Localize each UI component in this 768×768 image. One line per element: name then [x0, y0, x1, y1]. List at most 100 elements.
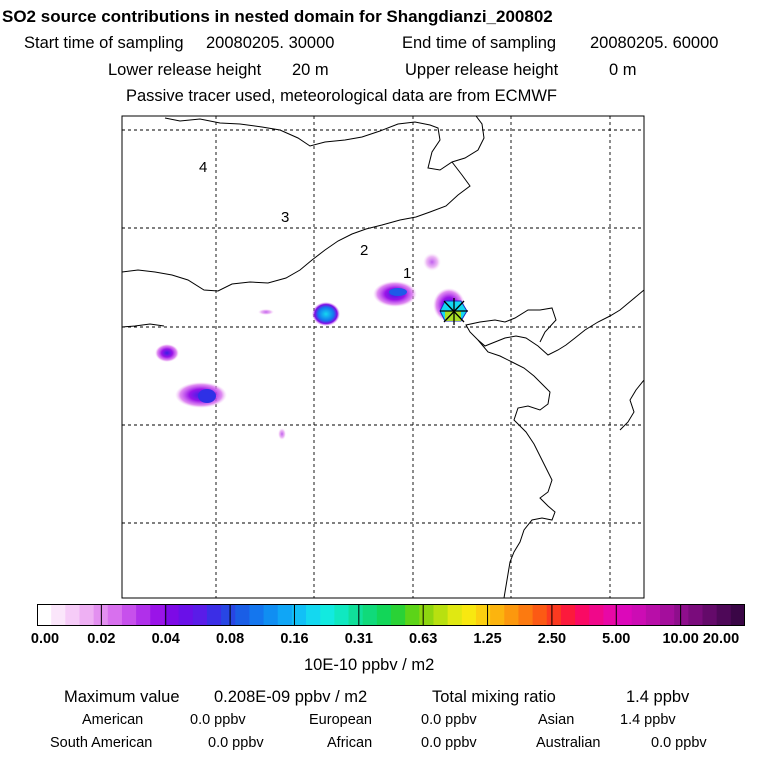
plume-faint — [258, 309, 274, 315]
colorbar-swatch — [603, 604, 619, 626]
upper-height-label: Upper release height — [405, 61, 559, 79]
contrib-region-african: African — [327, 735, 373, 751]
contrib-value-asian: 1.4 ppbv — [620, 712, 676, 728]
colorbar-swatch — [221, 604, 236, 626]
colorbar-swatch — [107, 604, 123, 626]
colorbar-tick-label: 5.00 — [602, 631, 631, 647]
colorbar-unit: 10E-10 ppbv / m2 — [304, 656, 435, 674]
colorbar-swatch — [518, 604, 534, 626]
colorbar-tick-label: 0.31 — [344, 631, 373, 647]
contrib-value-african: 0.0 ppbv — [421, 735, 477, 751]
colorbar-swatch — [391, 604, 406, 626]
region-label-1: 1 — [403, 265, 411, 282]
colorbar-swatch — [192, 604, 208, 626]
colorbar-swatch — [532, 604, 548, 626]
colorbar-swatch — [490, 604, 505, 626]
colorbar-swatch — [51, 604, 66, 626]
region-label-4: 4 — [199, 159, 207, 176]
contrib-region-european: European — [309, 712, 372, 728]
colorbar-swatch — [475, 604, 491, 626]
colorbar-swatch — [631, 604, 647, 626]
tracer-note: Passive tracer used, meteorological data… — [126, 87, 557, 105]
colorbar-swatch — [277, 604, 293, 626]
max-value: 0.208E-09 ppbv / m2 — [214, 688, 368, 706]
colorbar-swatch — [79, 604, 95, 626]
lower-height-label: Lower release height — [108, 61, 262, 79]
receptor-star-icon — [439, 298, 468, 325]
colorbar-tick-label: 0.04 — [151, 631, 180, 647]
total-mixing-value: 1.4 ppbv — [626, 688, 690, 706]
colorbar-swatch — [235, 604, 250, 626]
start-time-value: 20080205. 30000 — [206, 34, 335, 52]
end-time-value: 20080205. 60000 — [590, 34, 719, 52]
colorbar-swatch — [546, 604, 562, 626]
colorbar-swatch — [136, 604, 151, 626]
colorbar-swatch — [560, 604, 576, 626]
colorbar-swatch — [433, 604, 449, 626]
page-title: SO2 source contributions in nested domai… — [2, 7, 553, 26]
colorbar-swatch — [702, 604, 718, 626]
colorbar-swatch — [688, 604, 704, 626]
colorbar-swatch — [674, 604, 689, 626]
contrib-value-american: 0.0 ppbv — [190, 712, 246, 728]
contrib-region-american: American — [82, 712, 144, 728]
region-label-3: 3 — [281, 209, 289, 226]
colorbar-tick-label: 10.00 — [662, 631, 699, 647]
colorbar-tick-label: 0.02 — [87, 631, 116, 647]
contrib-region-australian: Australian — [536, 735, 601, 751]
plume-southwest-core — [198, 389, 216, 403]
colorbar-swatch — [206, 604, 222, 626]
start-time-label: Start time of sampling — [24, 34, 184, 52]
colorbar-swatch — [334, 604, 350, 626]
colorbar-swatch — [263, 604, 279, 626]
colorbar-swatch — [37, 604, 52, 626]
coastline-boundaries — [122, 116, 644, 598]
upper-height-value: 0 m — [609, 61, 637, 79]
colorbar-tick-label: 0.08 — [215, 631, 245, 647]
colorbar — [37, 604, 745, 626]
colorbar-swatch — [461, 604, 477, 626]
colorbar-swatch — [419, 604, 435, 626]
colorbar-swatch — [716, 604, 732, 626]
colorbar-swatch — [617, 604, 633, 626]
colorbar-swatch — [447, 604, 463, 626]
plume-north — [423, 253, 441, 271]
colorbar-border — [37, 604, 745, 626]
lower-height-value: 20 m — [292, 61, 329, 79]
end-time-label: End time of sampling — [402, 34, 557, 52]
colorbar-swatch — [121, 604, 137, 626]
colorbar-swatch — [178, 604, 194, 626]
plume-west — [155, 344, 179, 362]
region-label-2: 2 — [360, 242, 368, 259]
contrib-value-european: 0.0 ppbv — [421, 712, 477, 728]
map-panel: 4 3 2 1 — [121, 115, 645, 599]
colorbar-swatch — [405, 604, 420, 626]
colorbar-swatch — [589, 604, 604, 626]
colorbar-swatch — [362, 604, 378, 626]
colorbar-swatch — [249, 604, 265, 626]
colorbar-tick-label: 20.00 — [702, 631, 740, 647]
colorbar-swatch — [660, 604, 675, 626]
contrib-region-south-american: South American — [50, 735, 153, 751]
total-mixing-label: Total mixing ratio — [432, 688, 556, 706]
plume-central-core — [389, 288, 407, 296]
colorbar-swatch — [504, 604, 520, 626]
colorbar-tick-label: 0.63 — [409, 631, 438, 647]
plume-cyan — [312, 302, 340, 326]
colorbar-tick-label: 2.50 — [537, 631, 567, 647]
colorbar-swatch — [65, 604, 81, 626]
contrib-value-south-american: 0.0 ppbv — [208, 735, 264, 751]
colorbar-swatch — [376, 604, 392, 626]
colorbar-tick-label: 1.25 — [473, 631, 502, 647]
colorbar-swatch — [306, 604, 321, 626]
contrib-value-australian: 0.0 ppbv — [651, 735, 707, 751]
colorbar-swatch — [164, 604, 180, 626]
colorbar-tick-label: 0.00 — [30, 631, 60, 647]
plume-small — [278, 428, 286, 440]
max-value-label: Maximum value — [64, 688, 180, 706]
colorbar-swatch — [291, 604, 307, 626]
lat-lon-grid — [122, 116, 644, 598]
colorbar-swatch — [645, 604, 661, 626]
contrib-region-asian: Asian — [538, 712, 575, 728]
colorbar-swatch — [348, 604, 364, 626]
